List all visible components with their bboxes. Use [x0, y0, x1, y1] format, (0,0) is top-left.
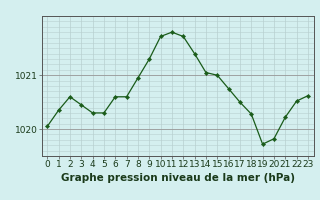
- X-axis label: Graphe pression niveau de la mer (hPa): Graphe pression niveau de la mer (hPa): [60, 173, 295, 183]
